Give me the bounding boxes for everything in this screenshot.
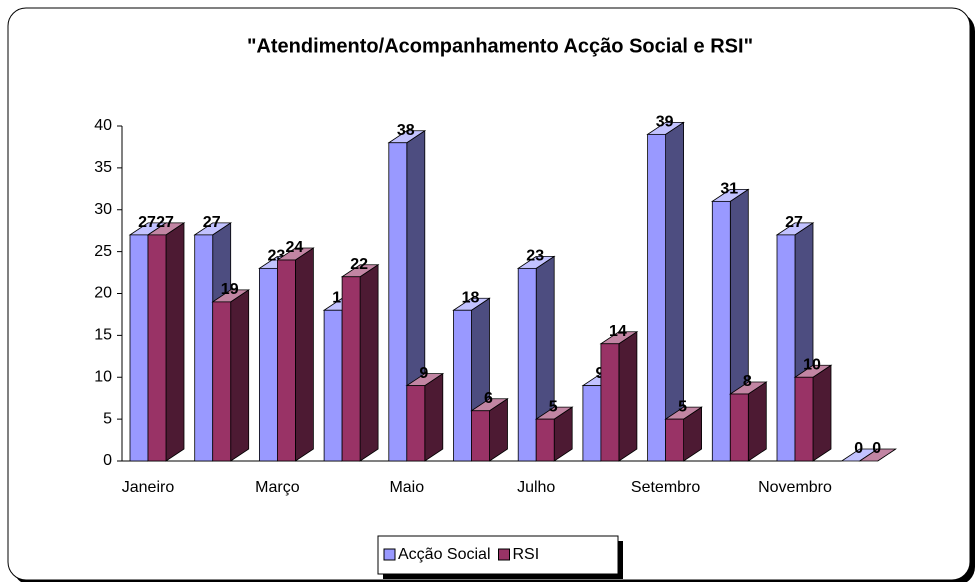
x-tick-label: Março [255,479,300,496]
y-tick-label: 15 [94,327,112,344]
value-label: 18 [462,289,480,306]
value-label: 0 [872,440,881,457]
bar [664,406,703,462]
bar [276,247,315,462]
value-label: 27 [138,214,156,231]
bar [793,364,833,462]
legend-label: Acção Social [398,546,491,563]
y-tick-label: 30 [94,201,112,218]
y-tick-label: 10 [94,368,112,385]
bar [516,255,556,462]
value-label: 9 [419,365,428,382]
value-label: 27 [203,214,221,231]
y-tick-label: 25 [94,243,112,260]
chart-title: "Atendimento/Acompanhamento Acção Social… [247,35,753,57]
bar [405,372,445,462]
y-tick-label: 40 [94,117,112,134]
legend-label: RSI [513,546,540,563]
value-label: 22 [350,256,368,273]
value-label: 6 [484,390,493,407]
bar [646,121,685,462]
value-label: 24 [286,239,304,256]
value-label: 5 [549,398,558,415]
legend-swatch [498,548,510,561]
x-tick-label: Setembro [631,479,700,496]
x-tick-label: Janeiro [122,479,175,496]
bar [470,398,509,462]
value-label: 27 [785,214,803,231]
bar [858,448,898,462]
value-label: 10 [803,356,821,373]
value-label: 31 [720,181,738,198]
bar [599,331,639,462]
bar [211,289,251,462]
value-label: 39 [656,114,674,131]
bar [340,264,380,462]
value-label: 8 [743,373,752,390]
x-tick-label: Novembro [758,479,832,496]
legend-swatch [383,548,396,561]
value-label: 38 [397,122,415,139]
value-label: 9 [595,365,604,382]
x-tick-label: Maio [389,479,424,496]
y-tick-label: 20 [94,285,112,302]
y-tick-label: 5 [103,410,112,427]
y-tick-label: 0 [103,452,112,469]
value-label: 23 [526,248,544,265]
value-label: 19 [221,281,239,298]
bar [534,406,574,462]
x-tick-label: Julho [517,479,555,496]
bar [728,381,768,462]
value-label: 0 [854,440,863,457]
value-label: 14 [609,323,627,340]
y-tick-label: 35 [94,159,112,176]
value-label: 27 [156,214,174,231]
bar [146,222,186,462]
value-label: 5 [678,398,687,415]
